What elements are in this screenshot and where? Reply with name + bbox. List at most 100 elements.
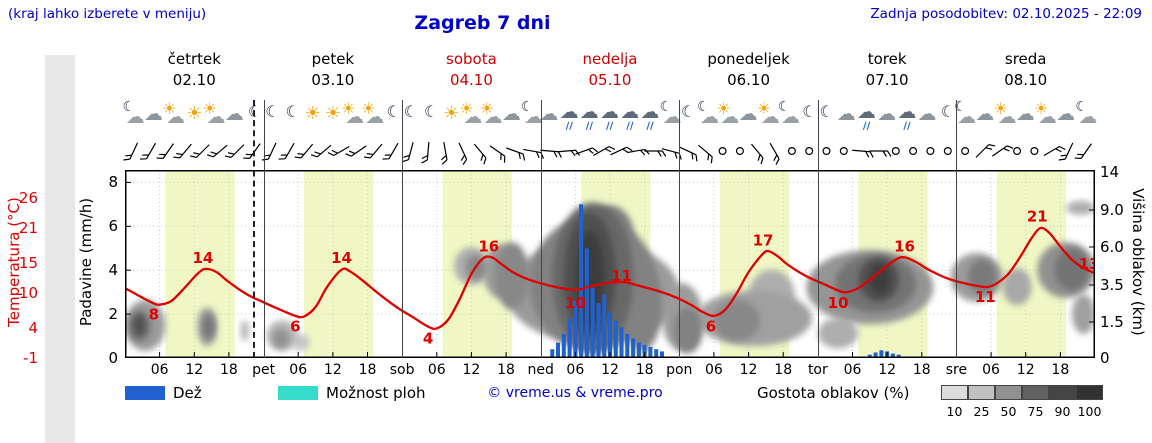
temperature-value-label: 17: [753, 231, 774, 249]
rain-icon: ☁ ∕∕: [897, 101, 917, 132]
cloud-icon: ☁: [877, 103, 897, 125]
wind-barb-icon: [1043, 145, 1066, 157]
hour-tick-label: 06: [427, 362, 446, 378]
temp-axis-tick: 21: [18, 218, 38, 237]
forecast-plot: 8 14 6 14 4 16 10 11 6 17 10 16 11 21 13: [125, 170, 1095, 358]
sun-cloud-icon: ☀ ☁: [459, 99, 483, 128]
rain-bar: [660, 351, 664, 358]
hour-tick-label: 06: [150, 362, 169, 378]
wind-barb-icon: [421, 141, 430, 164]
wind-barb-icon: [975, 144, 996, 158]
rain-icon: ☁ ∕∕: [620, 101, 640, 132]
day-separator-line: [956, 100, 958, 358]
rain-icon: ☁ ∕∕: [640, 101, 660, 132]
now-line: [252, 100, 255, 358]
day-abbr-label: pon: [666, 362, 693, 378]
day-abbr-label: sre: [945, 362, 968, 378]
cloud-blob: [1066, 200, 1095, 215]
temperature-value-label: 16: [478, 237, 499, 255]
hour-tick-label: 18: [497, 362, 515, 378]
wind-barbs-row: [123, 141, 1092, 165]
rain-bar: [896, 354, 901, 358]
credit-link[interactable]: © vreme.us & vreme.pro: [487, 385, 663, 401]
wind-barb-icon: [575, 147, 598, 155]
wind-barb-icon: [869, 150, 892, 157]
temp-axis-tick: 10: [18, 283, 38, 302]
hour-tick-label: 18: [358, 362, 377, 378]
gridlines: [125, 170, 1095, 358]
wind-barb-icon: [769, 142, 780, 165]
moon-icon: ☾: [247, 102, 263, 121]
rain-bar: [561, 333, 566, 358]
rain-bar: [654, 349, 659, 358]
cloud-scale-box: [941, 385, 968, 400]
wind-barb-icon: [991, 145, 1014, 157]
cloud-axis-tick: 9.0: [1100, 201, 1124, 219]
sun-icon: ☀: [186, 103, 203, 124]
moon-cloud-icon: ☾ ☁: [1075, 99, 1098, 128]
temperature-value-label: 8: [149, 306, 159, 324]
wind-barb-icon: [190, 144, 210, 158]
calm-wind-icon: [839, 147, 848, 156]
precip-axis-tick: 0: [108, 349, 118, 367]
cloud-scale-value: 50: [1000, 404, 1017, 419]
day-abbr-label: ned: [527, 362, 554, 378]
wind-barb-icon: [294, 143, 314, 159]
hour-tick-label: 12: [323, 362, 342, 378]
sun-cloud-icon: ☀ ☁: [1033, 99, 1057, 128]
day-date-label: 08.10: [1004, 71, 1048, 89]
cloud-icon: ☁: [1015, 103, 1035, 125]
cloud-blob: [133, 314, 146, 337]
precip-axis-tick: 2: [108, 305, 118, 324]
temperature-value-label: 14: [192, 249, 213, 267]
rain-bar: [573, 300, 578, 358]
wind-barb-icon: [593, 145, 616, 157]
wind-barb-icon: [1058, 142, 1074, 161]
moon-cloud-icon: ☾ ☁: [521, 99, 544, 128]
cloud-blob: [202, 314, 215, 339]
day-name-label: sreda: [1004, 50, 1047, 68]
wind-barb-icon: [123, 142, 139, 161]
rain-legend-label: Dež: [173, 384, 202, 402]
wind-barb-icon: [363, 143, 383, 159]
showers-legend-swatch: [278, 386, 318, 400]
rain-bar: [596, 303, 601, 358]
moon-icon: ☾: [424, 102, 439, 121]
day-separator-line: [817, 100, 819, 358]
rain-icon: ☁ ∕∕: [856, 101, 876, 132]
moon-icon: ☾: [403, 102, 419, 121]
wind-barb-icon: [156, 143, 174, 159]
calm-wind-icon: [909, 147, 918, 156]
calm-wind-icon: [718, 147, 727, 156]
wind-barb-icon: [627, 148, 650, 156]
day-name-label: petek: [311, 50, 355, 68]
day-name-label: sobota: [446, 50, 497, 68]
cloud-blob: [272, 329, 290, 349]
day-name-label: nedelja: [582, 50, 638, 68]
calm-wind-icon: [1013, 147, 1022, 156]
cloud-blob: [1002, 268, 1032, 306]
cloud-scale-value: 100: [1077, 404, 1102, 419]
cloud-scale-box: [1076, 385, 1103, 400]
day-separator-line: [402, 100, 404, 358]
moon-icon: ☾: [802, 102, 817, 121]
wind-barb-icon: [224, 144, 245, 158]
last-update-text: Zadnja posodobitev: 02.10.2025 - 22:09: [870, 6, 1142, 22]
calm-wind-icon: [735, 147, 744, 156]
rain-icon: ☁ ∕∕: [600, 101, 619, 132]
rain-bar: [602, 294, 607, 358]
wind-barb-icon: [440, 142, 448, 165]
day-date-label: 05.10: [588, 71, 632, 89]
cloud-scale-box: [995, 385, 1022, 400]
temperature-value-label: 10: [565, 294, 586, 312]
hour-tick-label: 06: [843, 362, 862, 378]
hour-tick-label: 12: [878, 362, 897, 378]
wind-barb-icon: [698, 144, 713, 164]
wind-barb-icon: [540, 149, 562, 158]
hour-tick-label: 12: [601, 362, 619, 378]
hour-tick-label: 18: [912, 362, 931, 378]
day-date-label: 03.10: [311, 71, 355, 89]
cloud-icon: ☁: [975, 103, 995, 125]
wind-barb-icon: [310, 144, 332, 158]
rain-bar: [648, 347, 653, 358]
